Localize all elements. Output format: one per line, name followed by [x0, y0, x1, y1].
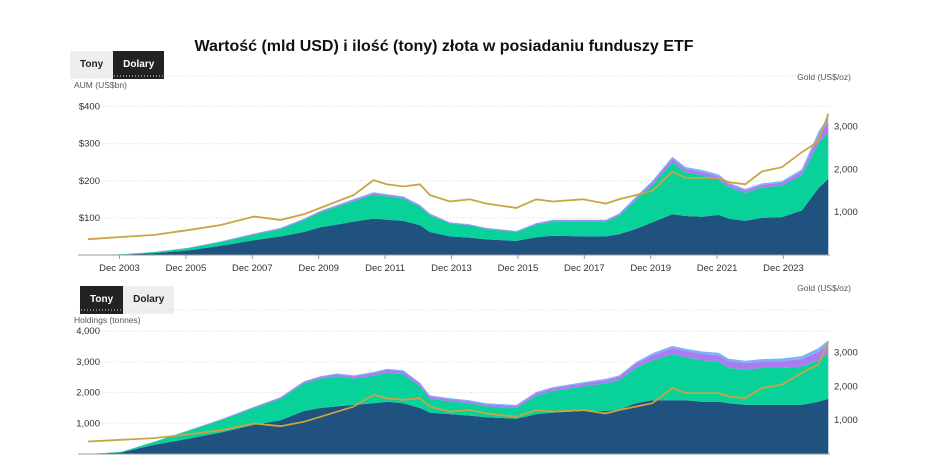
north-america-area: [88, 398, 829, 454]
y-tick-label: $400: [79, 102, 100, 113]
tony-button[interactable]: Tony: [80, 286, 124, 314]
y2-tick-label: 2,000: [834, 381, 858, 392]
y2-tick-label: 3,000: [834, 122, 858, 133]
x-tick-label: Dec 2005: [166, 263, 207, 274]
gold-price-line: [87, 113, 830, 241]
x-tick-label: Dec 2015: [498, 263, 539, 274]
y-tick-label: 4,000: [76, 326, 100, 337]
dolary-button[interactable]: Dolary: [123, 286, 175, 314]
y2-axis-title: Gold (US$/oz): [797, 283, 851, 293]
tony-button[interactable]: Tony: [70, 51, 114, 79]
x-tick-label: Dec 2023: [763, 263, 804, 274]
x-tick-label: Dec 2003: [99, 263, 140, 274]
y2-tick-label: 1,000: [834, 415, 858, 426]
gold-price-line: [87, 341, 830, 443]
x-tick-label: Dec 2017: [564, 263, 605, 274]
europe-area: [88, 132, 829, 255]
y-tick-label: $200: [79, 176, 100, 187]
y-axis-title: Holdings (tonnes): [74, 315, 141, 325]
y2-tick-label: 3,000: [834, 347, 858, 358]
north-america-area: [88, 178, 829, 255]
y-tick-label: 3,000: [76, 357, 100, 368]
x-tick-label: Dec 2009: [298, 263, 339, 274]
y2-tick-label: 2,000: [834, 164, 858, 175]
page-title-text: Wartość (mld USD) i ilość (tony) złota w…: [194, 38, 694, 55]
europe-area: [88, 354, 829, 454]
y-axis-title: AUM (US$bn): [74, 80, 127, 90]
y-tick-label: $300: [79, 139, 100, 150]
page-title: Wartość (mld USD) i ilość (tony) złota w…: [0, 38, 948, 56]
dolary-button[interactable]: Dolary: [113, 51, 165, 79]
x-tick-label: Dec 2013: [431, 263, 472, 274]
x-tick-label: Dec 2007: [232, 263, 273, 274]
y-tick-label: $100: [79, 213, 100, 224]
x-tick-label: Dec 2021: [697, 263, 738, 274]
x-tick-label: Dec 2011: [365, 263, 405, 274]
y2-tick-label: 1,000: [834, 207, 858, 218]
y-tick-label: 1,000: [76, 418, 100, 429]
x-tick-label: Dec 2019: [630, 263, 671, 274]
y-tick-label: 2,000: [76, 388, 100, 399]
y2-axis-title: Gold (US$/oz): [797, 72, 851, 82]
unit-toggle-bottom: Tony Dolary: [80, 286, 175, 314]
unit-toggle-top: Tony Dolary: [70, 51, 165, 79]
